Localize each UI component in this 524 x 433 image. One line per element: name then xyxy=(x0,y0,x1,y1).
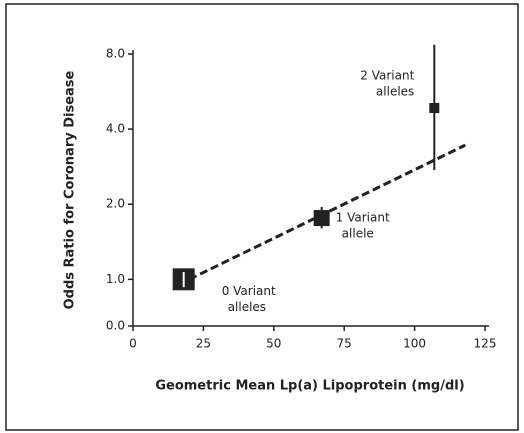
y-tick-label: 4.0 xyxy=(106,122,125,136)
annotation: 2 Variant xyxy=(360,69,414,83)
annotation: alleles xyxy=(228,300,266,314)
y-tick-label: 2.0 xyxy=(106,197,125,211)
y-axis-title: Odds Ratio for Coronary Disease xyxy=(63,70,78,309)
annotation: 1 Variant xyxy=(336,211,390,225)
y-tick-label: 8.0 xyxy=(106,47,125,61)
annotation: allele xyxy=(342,227,374,241)
annotation: alleles xyxy=(376,85,414,99)
point xyxy=(429,103,440,114)
x-tick-label: 50 xyxy=(266,337,281,351)
x-axis-title: Geometric Mean Lp(a) Lipoprotein (mg/dl) xyxy=(155,379,464,394)
frame xyxy=(5,3,519,431)
point xyxy=(313,210,330,227)
x-tick-label: 75 xyxy=(337,337,352,351)
trend-line xyxy=(188,143,466,281)
y-tick-label: 0.0 xyxy=(106,319,125,333)
y-tick-label: 1.0 xyxy=(106,272,125,286)
annotation: 0 Variant xyxy=(222,284,276,298)
x-tick-label: 125 xyxy=(474,337,497,351)
x-tick-label: 100 xyxy=(403,337,426,351)
x-tick-label: 25 xyxy=(196,337,211,351)
x-tick-label: 0 xyxy=(129,337,137,351)
